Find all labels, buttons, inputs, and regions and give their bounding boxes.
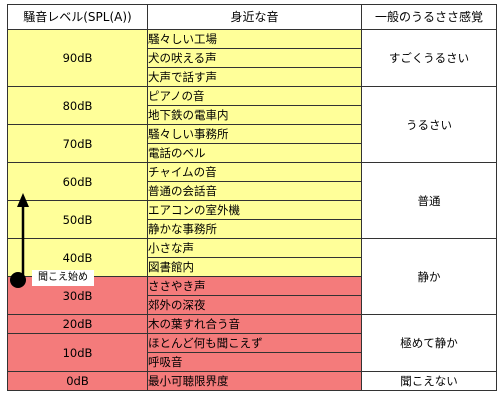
sound-cell: 呼吸音 xyxy=(147,352,362,372)
hearing-threshold-label: 聞こえ始め xyxy=(32,270,94,286)
sound-cell: チャイムの音 xyxy=(147,162,362,182)
table-row: 図書館内 xyxy=(8,257,497,277)
feeling-cell: 極めて静か xyxy=(361,314,497,372)
table-row: 80dB ピアノの音 うるさい xyxy=(7,86,497,163)
level-cell: 90dB xyxy=(7,29,148,87)
feeling-cell: 聞こえない xyxy=(361,371,497,391)
sound-cell: 普通の会話音 xyxy=(147,181,362,201)
level-cell: 70dB xyxy=(7,124,148,163)
level-cell: 50dB xyxy=(7,200,148,239)
level-cell: 80dB xyxy=(7,86,148,125)
sound-cell: エアコンの室外機 xyxy=(147,200,362,220)
header-noise-level: 騒音レベル(SPL(A)) xyxy=(7,4,148,30)
sound-cell: 大声で話す声 xyxy=(147,67,362,87)
level-cell: 60dB xyxy=(7,162,148,201)
sound-cell: ささやき声 xyxy=(147,276,362,296)
table-row: 30dB ささやき声 xyxy=(7,276,497,315)
sound-cell: 図書館内 xyxy=(147,257,362,277)
feeling-cell: うるさい xyxy=(361,86,497,163)
level-cell: 0dB xyxy=(7,371,148,391)
header-loudness-feeling: 一般のうるささ感覚 xyxy=(361,4,497,30)
sound-cell: 静かな事務所 xyxy=(147,219,362,239)
sound-cell: 木の葉すれ合う音 xyxy=(147,314,362,334)
table-row: 90dB 騒々しい工場 すごくうるさい xyxy=(7,29,497,87)
sound-cell: ピアノの音 xyxy=(147,86,362,106)
table-row: 犬の吠える声 xyxy=(8,48,497,68)
arrow-up-icon xyxy=(17,193,29,279)
table-row: 大声で話す声 xyxy=(8,67,497,87)
table-row: 静かな事務所 xyxy=(8,219,497,239)
table-row: 0dB 最小可聴限界度 聞こえない xyxy=(7,371,497,391)
level-cell: 10dB xyxy=(7,333,148,372)
level-cell: 30dB xyxy=(7,276,148,315)
level-cell: 20dB xyxy=(7,314,148,334)
feeling-cell: すごくうるさい xyxy=(361,29,497,87)
sound-cell: 電話のベル xyxy=(147,143,362,163)
sound-cell: 最小可聴限界度 xyxy=(147,371,362,391)
table-row: 40dB 小さな声 静か xyxy=(7,238,497,315)
table-row: 10dB ほとんど何も聞こえず xyxy=(7,333,497,372)
noise-level-table: 騒音レベル(SPL(A)) 身近な音 一般のうるささ感覚 90dB 騒々しい工場… xyxy=(7,4,497,391)
sound-cell: 地下鉄の電車内 xyxy=(147,105,362,125)
sound-cell: 犬の吠える声 xyxy=(147,48,362,68)
table-row: 20dB 木の葉すれ合う音 極めて静か xyxy=(7,314,497,372)
feeling-cell: 普通 xyxy=(361,162,497,239)
sound-cell: 郊外の深夜 xyxy=(147,295,362,315)
table-row: 電話のベル xyxy=(8,143,497,163)
table-row: 60dB チャイムの音 普通 xyxy=(7,162,497,239)
feeling-cell: 静か xyxy=(361,238,497,315)
sound-cell: 騒々しい事務所 xyxy=(147,124,362,144)
sound-cell: 小さな声 xyxy=(147,238,362,258)
sound-cell: ほとんど何も聞こえず xyxy=(147,333,362,353)
table-row: 50dB エアコンの室外機 xyxy=(7,200,497,239)
threshold-dot-icon xyxy=(10,272,26,288)
header-familiar-sound: 身近な音 xyxy=(147,4,362,30)
table-row: 地下鉄の電車内 xyxy=(8,105,497,125)
header-row: 騒音レベル(SPL(A)) 身近な音 一般のうるささ感覚 xyxy=(7,4,497,30)
sound-cell: 騒々しい工場 xyxy=(147,29,362,49)
